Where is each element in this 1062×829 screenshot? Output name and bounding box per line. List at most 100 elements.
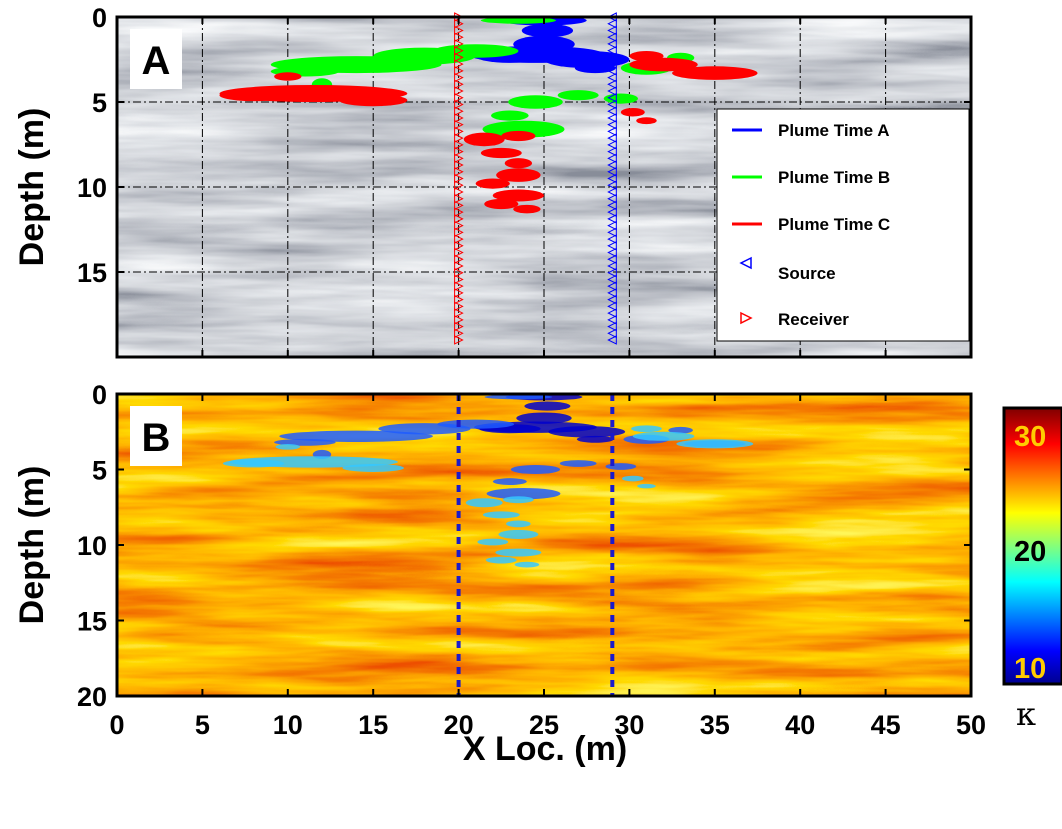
transducer-marker (607, 193, 617, 204)
transducer-marker (454, 294, 464, 305)
transducer-marker (607, 308, 617, 318)
transducer-marker (454, 133, 464, 143)
legend-marker (739, 256, 752, 270)
panel-b: 0 5 10 15 20 25 30 35 40 45 50 0 5 10 15 20 B Depth (m)… (13, 380, 986, 768)
anomaly-blob (492, 478, 527, 485)
transducer-marker (454, 92, 464, 103)
transducer-marker (607, 99, 617, 110)
colorbar-tick-20: 20 (1014, 536, 1046, 568)
anomaly-blob (514, 561, 540, 568)
transducer-marker (454, 301, 464, 312)
transducer-marker (454, 99, 464, 110)
transducer-marker (607, 288, 617, 298)
transducer-marker (607, 187, 617, 197)
plume-blob (482, 120, 565, 138)
plume-blob (620, 107, 645, 117)
transducer-marker (454, 66, 464, 76)
y-tick-label: 10 (77, 173, 107, 203)
transducer-marker (454, 173, 464, 184)
legend-label: Receiver (778, 310, 849, 329)
transducer-marker (607, 92, 617, 103)
panel-b-letter-bg (130, 406, 182, 466)
plume-blob (475, 178, 510, 189)
transducer-marker (607, 321, 617, 332)
legend-marker (740, 311, 753, 325)
panel-b-ylabel: Depth (m) (13, 466, 51, 625)
transducer-marker (454, 315, 464, 325)
transducer-marker (607, 66, 617, 76)
anomaly-blob (378, 423, 471, 435)
transducer-marker (607, 133, 617, 143)
transducer-marker (607, 220, 617, 231)
transducer-marker (454, 153, 464, 164)
transducer-marker (454, 281, 464, 291)
transducer-marker (454, 52, 464, 63)
colorbar-label: κ (1016, 695, 1036, 733)
panel-b-borehole-lines (456, 394, 615, 696)
anomaly-blob (510, 464, 561, 475)
anomaly-blob (668, 426, 693, 434)
anomaly-blob (498, 529, 539, 539)
y-tick-label: 20 (77, 682, 107, 712)
anomaly-blob (622, 475, 644, 482)
transducer-marker (607, 39, 617, 49)
transducer-marker (607, 301, 617, 312)
transducer-marker (607, 140, 617, 150)
plume-blob (492, 189, 544, 202)
transducer-marker (607, 18, 617, 29)
anomaly-blob (516, 412, 572, 424)
transducer-marker (454, 308, 464, 318)
transducer-marker (607, 234, 617, 244)
y-tick-label: 15 (77, 607, 107, 637)
legend-label: Plume Time C (778, 215, 890, 234)
transducer-marker (607, 214, 617, 224)
transducer-marker (454, 126, 464, 137)
anomaly-blob (279, 430, 433, 442)
transducer-marker (454, 261, 464, 271)
transducer-marker (607, 45, 617, 56)
colorbar: 30 20 10 κ (1002, 406, 1062, 733)
anomaly-blob (484, 394, 553, 400)
plume-blob (504, 158, 533, 169)
anomaly-blob (676, 439, 754, 449)
anomaly-blob (576, 435, 614, 443)
plume-blob (574, 62, 616, 74)
anomaly-blob (605, 463, 637, 470)
transducer-marker (454, 106, 464, 117)
transducer-marker (454, 32, 464, 42)
transducer-marker (454, 86, 464, 96)
transducer-marker (607, 247, 617, 258)
plume-blob (480, 147, 522, 159)
x-tick-label: 0 (109, 710, 124, 740)
transducer-marker (607, 267, 617, 278)
panel-b-letter: B (142, 416, 171, 460)
colorbar-tick-30: 30 (1014, 421, 1046, 453)
panel-b-plume-anomaly (222, 394, 754, 568)
transducer-marker (454, 72, 464, 83)
transducer-marker (454, 207, 464, 217)
transducer-marker (454, 288, 464, 298)
transducer-marker (607, 180, 617, 191)
anomaly-blob (486, 487, 561, 500)
transducer-marker (454, 25, 464, 36)
transducer-marker (454, 45, 464, 56)
plume-blob (629, 57, 698, 72)
transducer-marker (454, 200, 464, 211)
transducer-marker (454, 321, 464, 332)
anomaly-blob (524, 401, 571, 411)
plume-blob (508, 95, 563, 109)
transducer-marker (454, 113, 464, 123)
transducer-marker (454, 267, 464, 278)
panel-a-label-box: A (130, 29, 182, 89)
legend: Plume Time A Plume Time B Plume Time C Sour… (716, 108, 970, 342)
plume-blob (496, 168, 541, 182)
transducer-marker (607, 328, 617, 339)
x-tick-label: 40 (785, 710, 815, 740)
x-tick-label: 25 (529, 710, 559, 740)
transducer-marker (607, 59, 617, 69)
transducer-marker (607, 146, 617, 157)
y-tick-label: 5 (92, 88, 107, 118)
anomaly-blob (465, 498, 503, 508)
transducer-marker (454, 119, 464, 130)
panel-b-background (117, 394, 971, 696)
